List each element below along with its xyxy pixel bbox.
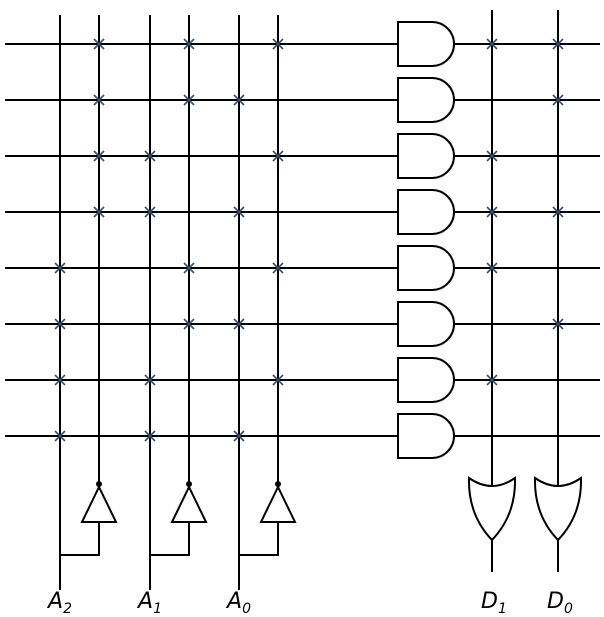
- output-label: D1: [481, 589, 507, 617]
- connection: [272, 262, 284, 274]
- connection: [93, 94, 105, 106]
- input-name: A: [46, 589, 63, 614]
- connection: [486, 150, 498, 162]
- connection: [233, 94, 245, 106]
- input-name: A: [225, 589, 242, 614]
- connection: [272, 374, 284, 386]
- inverter: [259, 484, 297, 523]
- inverter: [170, 484, 208, 523]
- or-gate: [467, 476, 517, 542]
- connection: [486, 38, 498, 50]
- inverter-bubble: [186, 481, 192, 487]
- input-name: A: [136, 589, 153, 614]
- connection: [233, 430, 245, 442]
- input-label: A0: [225, 589, 251, 617]
- input-label: A1: [136, 589, 162, 617]
- connection: [233, 318, 245, 330]
- connection: [552, 318, 564, 330]
- connection: [183, 262, 195, 274]
- output-name: D: [547, 589, 564, 614]
- connection: [93, 38, 105, 50]
- and-gate: [397, 21, 455, 67]
- output-index: 1: [498, 601, 507, 617]
- or-gate: [533, 476, 583, 542]
- output-index: 0: [564, 601, 573, 617]
- inverter-feed: [239, 522, 279, 556]
- inverter-bubble: [275, 481, 281, 487]
- connection: [486, 206, 498, 218]
- input-label: A2: [46, 589, 72, 617]
- input-index: 1: [153, 601, 162, 617]
- connection: [272, 150, 284, 162]
- connection: [486, 374, 498, 386]
- and-gate: [397, 413, 455, 459]
- inverter: [80, 484, 118, 523]
- and-gate: [397, 189, 455, 235]
- connection: [233, 206, 245, 218]
- inverter-feed: [60, 522, 100, 556]
- connection: [552, 94, 564, 106]
- output-label: D0: [547, 589, 573, 617]
- connection: [54, 430, 66, 442]
- and-gate: [397, 357, 455, 403]
- and-gate: [397, 133, 455, 179]
- connection: [552, 38, 564, 50]
- connection: [144, 430, 156, 442]
- connection: [552, 206, 564, 218]
- input-index: 2: [63, 601, 72, 617]
- connection: [93, 206, 105, 218]
- connection: [183, 94, 195, 106]
- and-gate: [397, 245, 455, 291]
- and-gate: [397, 77, 455, 123]
- connection: [54, 374, 66, 386]
- inverter-bubble: [96, 481, 102, 487]
- connection: [93, 150, 105, 162]
- connection: [486, 262, 498, 274]
- connection: [144, 374, 156, 386]
- connection: [183, 318, 195, 330]
- input-index: 0: [242, 601, 251, 617]
- connection: [144, 206, 156, 218]
- connection: [54, 318, 66, 330]
- connection: [272, 38, 284, 50]
- connection: [54, 262, 66, 274]
- inverter-feed: [150, 522, 190, 556]
- connection: [183, 38, 195, 50]
- output-name: D: [481, 589, 498, 614]
- and-gate: [397, 301, 455, 347]
- connection: [144, 150, 156, 162]
